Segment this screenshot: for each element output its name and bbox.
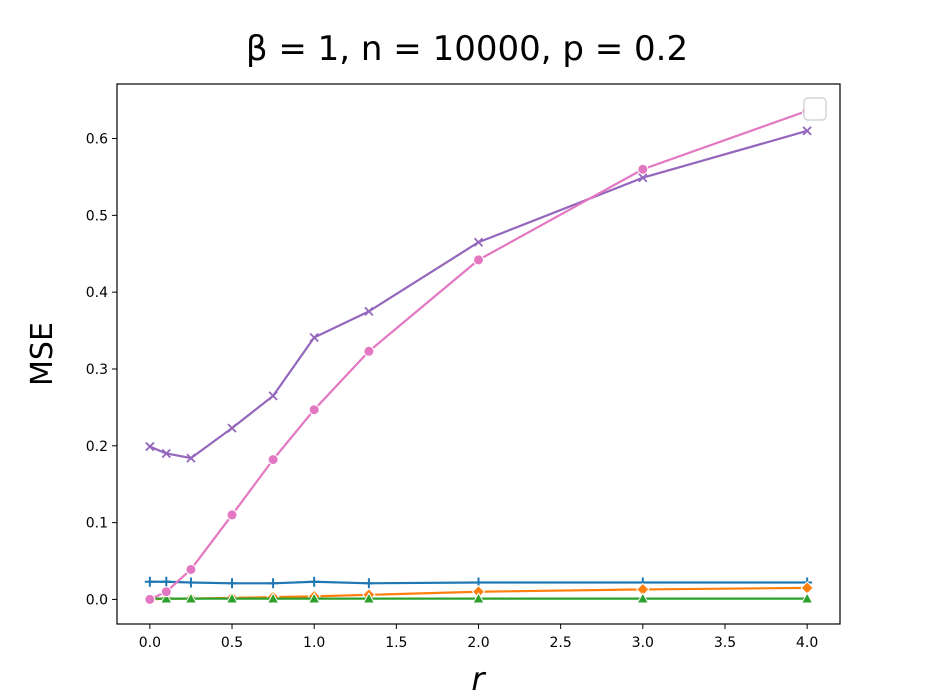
data-point — [638, 173, 648, 183]
x-tick-label: 3.0 — [632, 635, 654, 651]
data-point — [161, 576, 172, 587]
data-point — [267, 454, 279, 466]
data-point — [309, 332, 319, 343]
data-point — [308, 404, 320, 416]
y-axis: 0.0 0.1 0.2 0.3 0.4 0.5 0.6 — [86, 132, 117, 608]
y-axis-label: MSE — [25, 322, 60, 386]
data-point — [144, 576, 155, 587]
y-tick-label: 0.2 — [86, 439, 108, 455]
x-tick-label: 2.5 — [550, 635, 572, 651]
data-point — [160, 586, 172, 598]
series-x — [145, 126, 812, 463]
data-point — [184, 592, 198, 604]
chart-title: β = 1, n = 10000, p = 0.2 — [246, 29, 688, 69]
data-point — [225, 592, 239, 604]
data-point — [226, 509, 238, 521]
data-point — [185, 563, 197, 575]
x-tick-label: 3.5 — [714, 635, 736, 651]
data-point — [473, 237, 484, 247]
data-point — [185, 577, 196, 588]
series-layer — [143, 105, 814, 607]
plot-area — [117, 84, 840, 624]
data-point — [472, 592, 485, 604]
y-tick-label: 0.6 — [86, 132, 108, 148]
series-plus — [144, 576, 813, 589]
y-tick-label: 0.5 — [86, 208, 108, 224]
y-tick-label: 0.0 — [86, 592, 108, 608]
data-point — [473, 254, 484, 266]
series-line — [149, 580, 808, 585]
x-tick-label: 1.5 — [385, 635, 407, 651]
y-tick-label: 0.3 — [86, 362, 108, 378]
data-point — [363, 578, 374, 589]
data-point — [363, 345, 375, 357]
series-circle — [144, 105, 813, 605]
x-axis: 0.0 0.5 1.0 1.5 2.0 2.5 3.0 3.5 4.0 — [139, 624, 818, 651]
y-tick-label: 0.4 — [86, 285, 108, 301]
y-tick-label: 0.1 — [86, 516, 108, 532]
data-point — [309, 576, 320, 587]
data-point — [161, 448, 171, 459]
data-point — [227, 423, 237, 433]
data-point — [227, 578, 238, 589]
x-tick-label: 0.0 — [139, 635, 161, 651]
data-point — [144, 593, 156, 605]
data-point — [636, 592, 650, 604]
x-tick-label: 4.0 — [796, 635, 818, 651]
data-point — [637, 163, 649, 175]
data-point — [266, 592, 280, 604]
data-point — [268, 578, 279, 589]
data-point — [186, 453, 196, 463]
x-tick-label: 1.0 — [303, 635, 325, 651]
x-tick-label: 2.0 — [467, 635, 489, 651]
x-axis-label: r — [471, 660, 486, 698]
data-point — [364, 306, 374, 317]
series-line — [149, 109, 808, 601]
series-line — [149, 129, 808, 460]
data-point — [145, 441, 155, 452]
series-triangle — [143, 592, 814, 604]
data-point — [802, 126, 812, 136]
data-point — [159, 592, 173, 604]
data-point — [268, 391, 278, 401]
data-point — [800, 592, 814, 604]
data-point — [362, 592, 376, 604]
plot-frame — [116, 83, 841, 625]
x-tick-label: 0.5 — [221, 635, 243, 651]
legend-box — [803, 97, 827, 121]
data-point — [307, 592, 321, 604]
